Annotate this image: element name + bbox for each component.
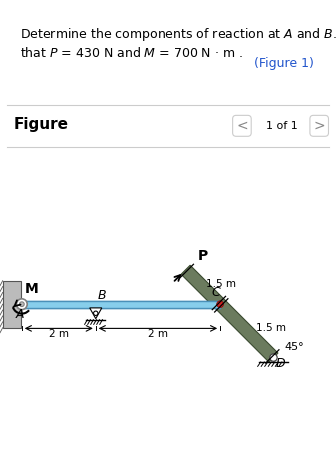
Bar <box>22 301 220 308</box>
Circle shape <box>217 301 223 308</box>
Text: $A$: $A$ <box>15 308 25 322</box>
Text: $D$: $D$ <box>276 357 286 370</box>
Circle shape <box>16 299 27 309</box>
Text: 2 m: 2 m <box>49 329 69 339</box>
Text: $\mathbf{P}$: $\mathbf{P}$ <box>197 249 209 263</box>
Bar <box>22 301 220 308</box>
Text: 45°: 45° <box>285 342 304 352</box>
Text: <: < <box>236 119 248 133</box>
Circle shape <box>270 354 277 361</box>
Text: >: > <box>313 119 325 133</box>
Text: Figure: Figure <box>13 117 69 132</box>
Text: 1.5 m: 1.5 m <box>256 323 286 333</box>
Text: $\mathbf{M}$: $\mathbf{M}$ <box>24 282 39 296</box>
Text: $C$: $C$ <box>211 286 221 299</box>
Polygon shape <box>181 265 278 362</box>
Text: 2 m: 2 m <box>148 329 168 339</box>
Polygon shape <box>90 308 102 319</box>
Circle shape <box>93 311 98 315</box>
Circle shape <box>19 302 24 307</box>
Text: 1.5 m: 1.5 m <box>206 279 236 289</box>
Text: Determine the components of reaction at $\mathit{A}$ and $\mathit{B}$. Take
that: Determine the components of reaction at … <box>20 27 336 60</box>
Bar <box>3 281 21 328</box>
Text: $B$: $B$ <box>97 289 107 302</box>
Text: 1 of 1: 1 of 1 <box>266 121 298 131</box>
Text: (Figure 1): (Figure 1) <box>254 57 313 70</box>
